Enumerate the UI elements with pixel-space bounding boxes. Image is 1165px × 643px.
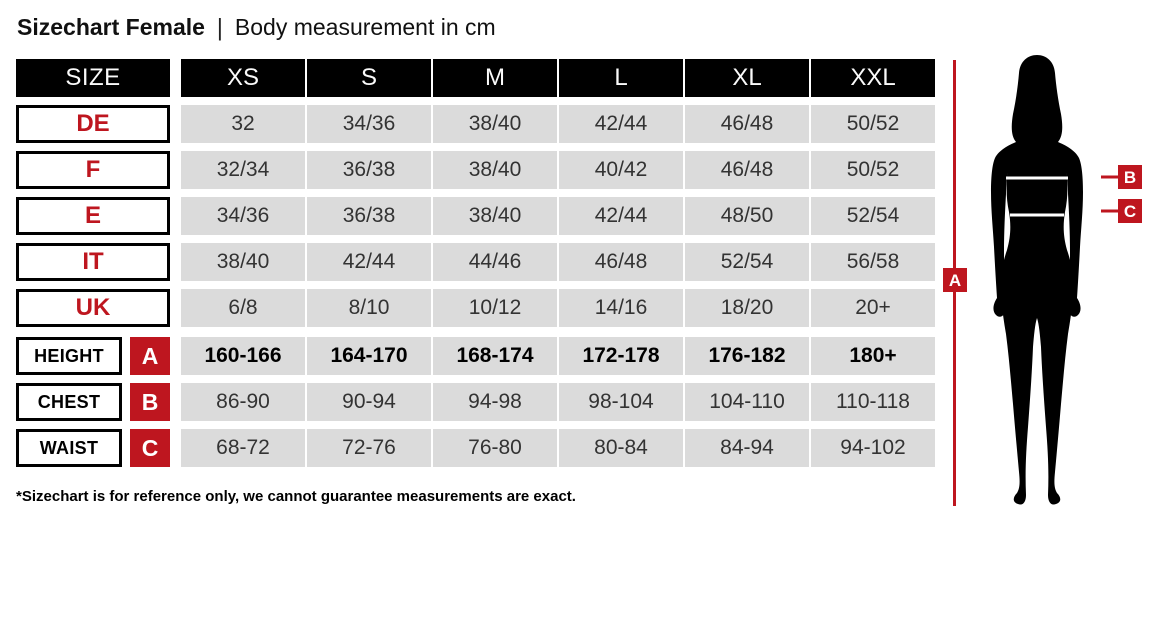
cell-waist-s: 72-76 [307, 429, 431, 467]
cell-f-xs: 32/34 [181, 151, 305, 189]
marker-a: A [943, 268, 967, 292]
cell-chest-m: 94-98 [433, 383, 557, 421]
title-subtitle: Body measurement in cm [234, 14, 496, 40]
cell-uk-xs: 6/8 [181, 289, 305, 327]
row-label-chest: CHEST [16, 383, 122, 421]
table-header-row: SIZE XS S M L XL XXL [16, 59, 935, 97]
table-row-waist: WAIST C 68-72 72-76 76-80 80-84 84-94 94… [16, 429, 935, 467]
marker-a-letter: A [949, 271, 961, 290]
cell-f-xl: 46/48 [685, 151, 809, 189]
row-label-uk: UK [16, 289, 170, 327]
header-col-xxl: XXL [811, 59, 935, 97]
cell-height-s: 164-170 [307, 337, 431, 375]
cell-waist-l: 80-84 [559, 429, 683, 467]
cell-it-xl: 52/54 [685, 243, 809, 281]
cell-it-xs: 38/40 [181, 243, 305, 281]
marker-a-badge: A [130, 337, 170, 375]
table-row-it: IT 38/40 42/44 44/46 46/48 52/54 56/58 [16, 243, 935, 281]
cell-it-m: 44/46 [433, 243, 557, 281]
cell-chest-xs: 86-90 [181, 383, 305, 421]
cell-e-xl: 48/50 [685, 197, 809, 235]
marker-c: C [1101, 199, 1142, 223]
disclaimer-text: *Sizechart is for reference only, we can… [16, 488, 576, 505]
header-col-xl: XL [685, 59, 809, 97]
cell-height-xl: 176-182 [685, 337, 809, 375]
cell-height-xs: 160-166 [181, 337, 305, 375]
cell-de-m: 38/40 [433, 105, 557, 143]
cell-de-s: 34/36 [307, 105, 431, 143]
title-main: Sizechart Female [17, 14, 205, 40]
female-silhouette [991, 55, 1083, 505]
table-row-f: F 32/34 36/38 38/40 40/42 46/48 50/52 [16, 151, 935, 189]
cell-e-s: 36/38 [307, 197, 431, 235]
title-separator: | [216, 13, 223, 41]
marker-b-badge: B [130, 383, 170, 421]
row-label-waist: WAIST [16, 429, 122, 467]
cell-f-m: 38/40 [433, 151, 557, 189]
marker-c-badge: C [130, 429, 170, 467]
cell-e-l: 42/44 [559, 197, 683, 235]
cell-uk-m: 10/12 [433, 289, 557, 327]
cell-uk-l: 14/16 [559, 289, 683, 327]
cell-waist-xxl: 94-102 [811, 429, 935, 467]
cell-uk-xxl: 20+ [811, 289, 935, 327]
cell-height-xxl: 180+ [811, 337, 935, 375]
header-size-label: SIZE [16, 59, 170, 97]
cell-f-xxl: 50/52 [811, 151, 935, 189]
header-col-xs: XS [181, 59, 305, 97]
cell-chest-s: 90-94 [307, 383, 431, 421]
cell-f-s: 36/38 [307, 151, 431, 189]
table-row-chest: CHEST B 86-90 90-94 94-98 98-104 104-110… [16, 383, 935, 421]
cell-de-l: 42/44 [559, 105, 683, 143]
cell-de-xs: 32 [181, 105, 305, 143]
cell-e-m: 38/40 [433, 197, 557, 235]
header-col-m: M [433, 59, 557, 97]
cell-height-m: 168-174 [433, 337, 557, 375]
cell-it-l: 46/48 [559, 243, 683, 281]
cell-chest-xl: 104-110 [685, 383, 809, 421]
header-col-s: S [307, 59, 431, 97]
row-label-e: E [16, 197, 170, 235]
marker-b: B [1101, 165, 1142, 189]
row-label-de: DE [16, 105, 170, 143]
row-label-height: HEIGHT [16, 337, 122, 375]
cell-it-xxl: 56/58 [811, 243, 935, 281]
cell-e-xs: 34/36 [181, 197, 305, 235]
cell-de-xxl: 50/52 [811, 105, 935, 143]
header-col-l: L [559, 59, 683, 97]
page-title: Sizechart Female | Body measurement in c… [17, 13, 496, 41]
cell-it-s: 42/44 [307, 243, 431, 281]
table-row-height: HEIGHT A 160-166 164-170 168-174 172-178… [16, 337, 935, 375]
cell-chest-xxl: 110-118 [811, 383, 935, 421]
cell-uk-xl: 18/20 [685, 289, 809, 327]
marker-b-letter: B [1124, 168, 1136, 187]
cell-e-xxl: 52/54 [811, 197, 935, 235]
body-measurement-figure: A B C [943, 55, 1142, 506]
row-label-it: IT [16, 243, 170, 281]
cell-f-l: 40/42 [559, 151, 683, 189]
cell-waist-xl: 84-94 [685, 429, 809, 467]
cell-waist-xs: 68-72 [181, 429, 305, 467]
cell-height-l: 172-178 [559, 337, 683, 375]
size-table: SIZE XS S M L XL XXL DE 32 34/36 38/40 4… [16, 59, 935, 475]
table-row-de: DE 32 34/36 38/40 42/44 46/48 50/52 [16, 105, 935, 143]
cell-de-xl: 46/48 [685, 105, 809, 143]
table-row-uk: UK 6/8 8/10 10/12 14/16 18/20 20+ [16, 289, 935, 327]
cell-chest-l: 98-104 [559, 383, 683, 421]
table-row-e: E 34/36 36/38 38/40 42/44 48/50 52/54 [16, 197, 935, 235]
cell-waist-m: 76-80 [433, 429, 557, 467]
cell-uk-s: 8/10 [307, 289, 431, 327]
row-label-f: F [16, 151, 170, 189]
marker-c-letter: C [1124, 202, 1136, 221]
